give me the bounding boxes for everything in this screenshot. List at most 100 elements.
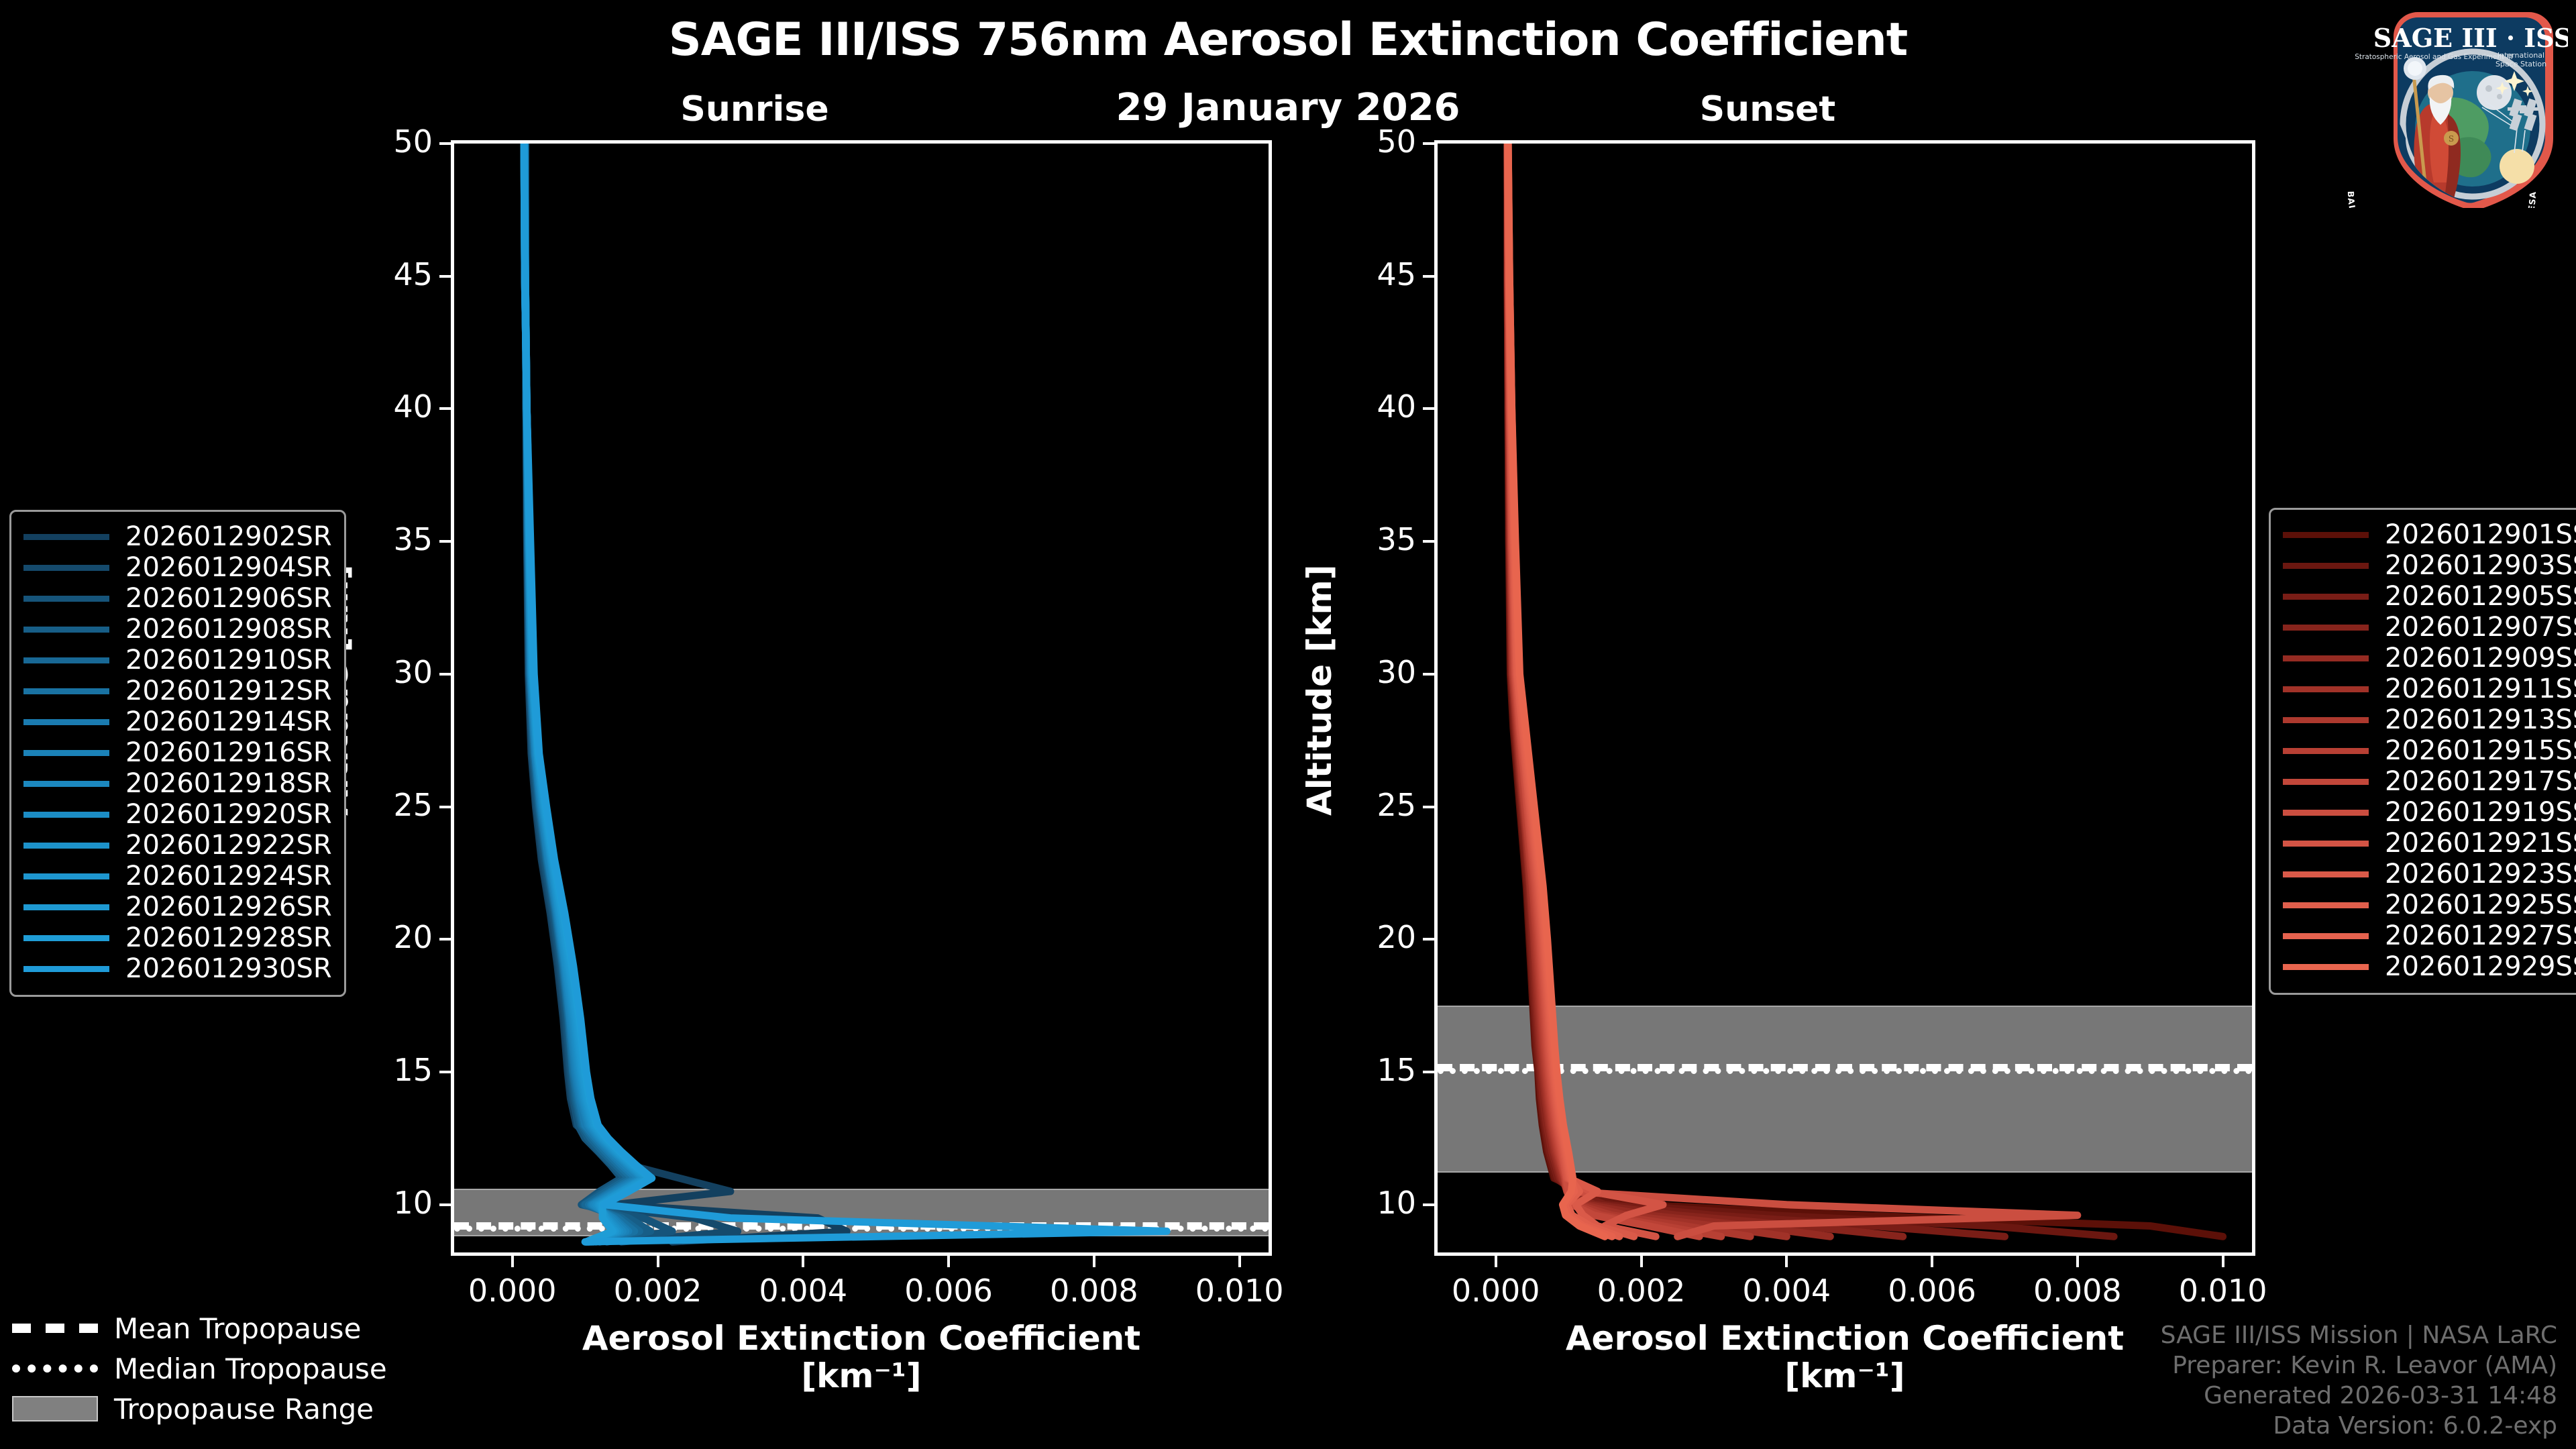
legend-color-swatch bbox=[2283, 840, 2369, 847]
legend-color-swatch bbox=[2283, 963, 2369, 970]
y-axis-tick bbox=[1423, 407, 1438, 411]
patch-moon-crater-2 bbox=[2497, 94, 2502, 99]
sunrise-profile-curves bbox=[454, 144, 1269, 1252]
legend-label-tropopause-range: Tropopause Range bbox=[114, 1392, 374, 1426]
legend-color-swatch bbox=[23, 965, 109, 972]
y-axis-tick-label: 30 bbox=[1377, 653, 1416, 690]
legend-item-label: 2026012917SS bbox=[2385, 766, 2576, 797]
median-tropopause-line-sunrise bbox=[454, 1226, 1269, 1232]
legend-item[interactable]: 2026012903SS bbox=[2283, 550, 2576, 581]
credits-block: SAGE III/ISS Mission | NASA LaRC Prepare… bbox=[2161, 1320, 2557, 1441]
sunrise-x-axis-label: Aerosol Extinction Coefficient [km⁻¹] bbox=[451, 1320, 1272, 1395]
x-axis-tick bbox=[1494, 1252, 1497, 1267]
y-axis-tick-label: 40 bbox=[393, 388, 433, 425]
credits-generated: Generated 2026-03-31 14:48 bbox=[2204, 1382, 2557, 1409]
y-axis-tick bbox=[1423, 274, 1438, 278]
x-axis-tick-label: 0.006 bbox=[1888, 1273, 1976, 1309]
legend-color-swatch bbox=[23, 934, 109, 941]
legend-item-label: 2026012904SR bbox=[125, 552, 332, 583]
legend-color-swatch bbox=[23, 811, 109, 818]
chart-date: 29 January 2026 bbox=[1116, 86, 1460, 129]
x-axis-tick-label: 0.000 bbox=[1451, 1273, 1540, 1309]
legend-item[interactable]: 2026012912SR bbox=[23, 676, 332, 706]
legend-item[interactable]: 2026012911SS bbox=[2283, 674, 2576, 704]
legend-item[interactable]: 2026012904SR bbox=[23, 552, 332, 583]
legend-color-swatch bbox=[2283, 716, 2369, 723]
y-axis-tick-label: 25 bbox=[393, 786, 433, 823]
y-axis-tick-label: 35 bbox=[393, 521, 433, 558]
profile-line bbox=[1507, 144, 2114, 1236]
legend-item[interactable]: 2026012928SR bbox=[23, 922, 332, 953]
patch-title: SAGE III · ISS bbox=[2373, 23, 2568, 53]
patch-moon-crater bbox=[2485, 85, 2492, 92]
legend-item[interactable]: 2026012920SR bbox=[23, 799, 332, 830]
legend-item[interactable]: 2026012925SS bbox=[2283, 890, 2576, 920]
x-axis-tick bbox=[2076, 1252, 2079, 1267]
legend-item[interactable]: 2026012901SS bbox=[2283, 519, 2576, 550]
x-axis-tick-label: 0.002 bbox=[1597, 1273, 1686, 1309]
y-axis-tick bbox=[1423, 938, 1438, 941]
legend-item-label: 2026012902SR bbox=[125, 521, 332, 552]
x-axis-tick-label: 0.006 bbox=[904, 1273, 993, 1309]
legend-item[interactable]: 2026012906SR bbox=[23, 583, 332, 614]
legend-color-swatch bbox=[2283, 624, 2369, 631]
y-axis-tick bbox=[439, 805, 454, 808]
legend-item-label: 2026012922SR bbox=[125, 830, 332, 861]
legend-item[interactable]: 2026012905SS bbox=[2283, 581, 2576, 612]
legend-label-median-tropopause: Median Tropopause bbox=[114, 1352, 387, 1385]
gray-band-icon bbox=[12, 1396, 98, 1421]
legend-item[interactable]: 2026012929SS bbox=[2283, 951, 2576, 982]
patch-stars bbox=[2496, 71, 2533, 97]
y-axis-tick bbox=[1423, 1071, 1438, 1074]
legend-color-swatch bbox=[2283, 562, 2369, 569]
y-axis-tick bbox=[439, 274, 454, 278]
legend-item-label: 2026012923SS bbox=[2385, 859, 2576, 890]
legend-color-swatch bbox=[23, 533, 109, 540]
x-axis-tick-label: 0.010 bbox=[2178, 1273, 2267, 1309]
legend-item[interactable]: 2026012909SS bbox=[2283, 643, 2576, 674]
legend-item[interactable]: 2026012926SR bbox=[23, 892, 332, 922]
legend-item[interactable]: 2026012913SS bbox=[2283, 704, 2576, 735]
legend-item-label: 2026012924SR bbox=[125, 861, 332, 892]
credits-mission: SAGE III/ISS Mission | NASA LaRC bbox=[2160, 1322, 2557, 1349]
x-axis-tick-label: 0.008 bbox=[1049, 1273, 1138, 1309]
sunrise-legend[interactable]: 2026012902SR 2026012904SR 2026012906SR 2026… bbox=[9, 510, 346, 997]
legend-item-mean-tropopause: Mean Tropopause bbox=[12, 1308, 387, 1348]
legend-item[interactable]: 2026012907SS bbox=[2283, 612, 2576, 643]
legend-color-swatch bbox=[23, 780, 109, 787]
sunrise-x-axis-label-line1: Aerosol Extinction Coefficient bbox=[582, 1319, 1141, 1358]
legend-item[interactable]: 2026012910SR bbox=[23, 645, 332, 676]
legend-item[interactable]: 2026012919SS bbox=[2283, 797, 2576, 828]
legend-item[interactable]: 2026012917SS bbox=[2283, 766, 2576, 797]
legend-item[interactable]: 2026012923SS bbox=[2283, 859, 2576, 890]
legend-color-swatch bbox=[2283, 932, 2369, 939]
sunset-legend[interactable]: 2026012901SS 2026012903SS 2026012905SS 2026… bbox=[2269, 508, 2576, 995]
legend-item[interactable]: 2026012918SR bbox=[23, 768, 332, 799]
patch-sight-lines bbox=[2481, 100, 2526, 154]
x-axis-tick bbox=[656, 1252, 659, 1267]
legend-item[interactable]: 2026012921SS bbox=[2283, 828, 2576, 859]
legend-color-swatch bbox=[2283, 809, 2369, 816]
legend-item[interactable]: 2026012922SR bbox=[23, 830, 332, 861]
legend-item[interactable]: 2026012914SR bbox=[23, 706, 332, 737]
legend-item[interactable]: 2026012916SR bbox=[23, 737, 332, 768]
x-axis-tick bbox=[1238, 1252, 1241, 1267]
legend-item[interactable]: 2026012927SS bbox=[2283, 920, 2576, 951]
legend-item[interactable]: 2026012915SS bbox=[2283, 735, 2576, 766]
x-axis-tick bbox=[802, 1252, 805, 1267]
dashed-line-icon bbox=[12, 1324, 98, 1333]
legend-item[interactable]: 2026012902SR bbox=[23, 521, 332, 552]
y-axis-tick-label: 50 bbox=[393, 123, 433, 160]
legend-item[interactable]: 2026012930SR bbox=[23, 953, 332, 984]
legend-item[interactable]: 2026012924SR bbox=[23, 861, 332, 892]
sunset-x-axis-label-line1: Aerosol Extinction Coefficient bbox=[1565, 1319, 2125, 1358]
mean-tropopause-line-sunset bbox=[1438, 1064, 2252, 1072]
sunset-profile-curves bbox=[1438, 144, 2252, 1252]
y-axis-tick-label: 45 bbox=[1377, 256, 1416, 292]
legend-item-label: 2026012920SR bbox=[125, 799, 332, 830]
legend-item-label: 2026012915SS bbox=[2385, 735, 2576, 766]
legend-label-mean-tropopause: Mean Tropopause bbox=[114, 1311, 362, 1345]
y-axis-tick bbox=[439, 142, 454, 145]
legend-item-label: 2026012921SS bbox=[2385, 828, 2576, 859]
legend-item[interactable]: 2026012908SR bbox=[23, 614, 332, 645]
